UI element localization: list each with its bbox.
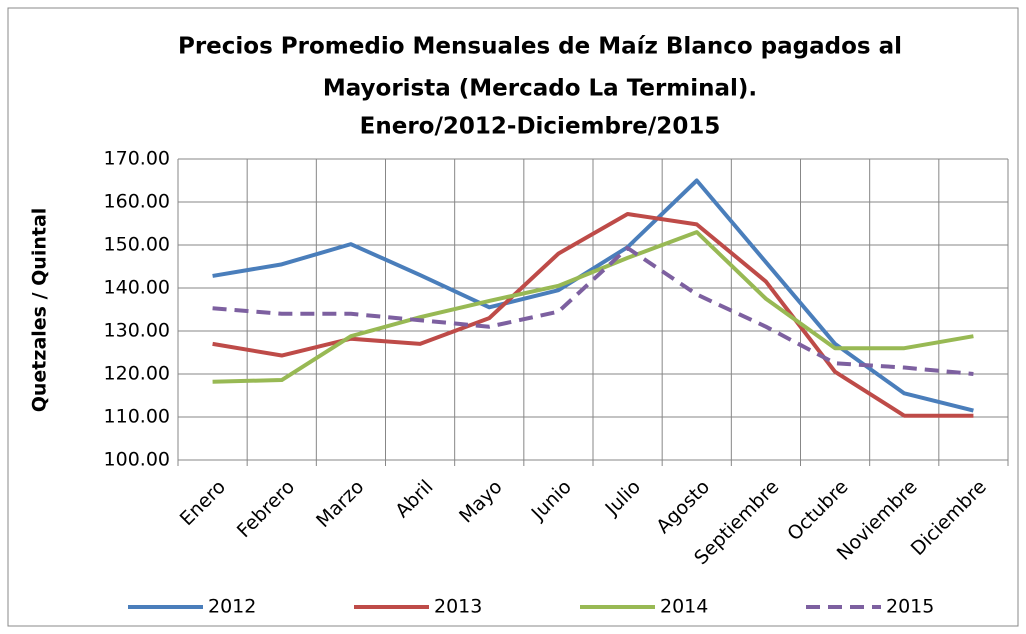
legend-label: 2014 — [660, 596, 708, 618]
y-tick-label: 130.00 — [104, 320, 170, 342]
y-tick-label: 160.00 — [104, 191, 170, 213]
legend-label: 2013 — [434, 596, 482, 618]
chart-title: Mayorista (Mercado La Terminal). — [323, 76, 757, 102]
y-tick-label: 140.00 — [104, 277, 170, 299]
chart-title: Enero/2012-Diciembre/2015 — [360, 114, 721, 140]
y-tick-label: 150.00 — [104, 234, 170, 256]
legend-label: 2015 — [886, 596, 934, 618]
series-line — [212, 230, 974, 384]
y-tick-label: 120.00 — [104, 363, 170, 385]
y-tick-label: 170.00 — [104, 148, 170, 170]
y-tick-label: 100.00 — [104, 449, 170, 471]
y-axis-label: Quetzales / Quintal — [29, 208, 51, 413]
y-tick-label: 110.00 — [104, 406, 170, 428]
chart-frame — [7, 7, 1019, 627]
chart-title: Precios Promedio Mensuales de Maíz Blanc… — [178, 34, 902, 60]
series-line — [212, 246, 974, 376]
legend-label: 2012 — [208, 596, 256, 618]
series-line — [212, 178, 974, 413]
